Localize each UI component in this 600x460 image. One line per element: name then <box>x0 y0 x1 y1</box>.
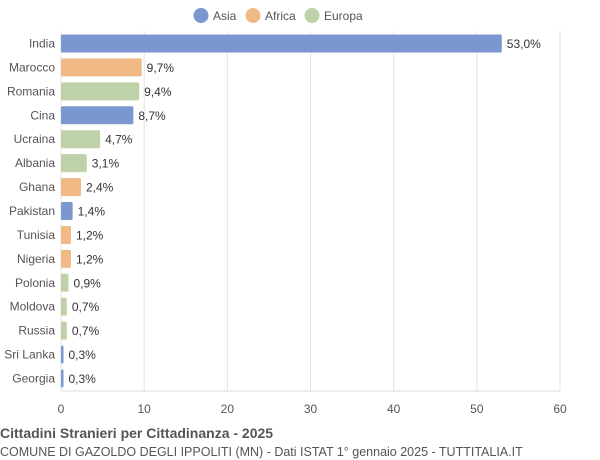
y-tick-label: Polonia <box>15 276 55 290</box>
x-tick-label: 20 <box>221 402 235 416</box>
bar <box>61 321 67 340</box>
y-tick-label: Romania <box>7 84 55 98</box>
data-label: 2,4% <box>86 181 114 195</box>
bar <box>61 297 67 316</box>
legend-marker <box>304 8 320 23</box>
y-tick-label: Ghana <box>19 180 55 194</box>
legend-label: Europa <box>324 9 363 23</box>
bar <box>61 106 134 125</box>
y-tick-label: Albania <box>15 156 55 170</box>
bar <box>61 345 64 364</box>
y-tick-label: Ucraina <box>14 132 56 146</box>
bar <box>61 178 81 197</box>
bar-chart: 0 10 20 30 40 50 60 Asia Africa Europa India 53,0% M… <box>4 8 567 416</box>
y-tick-label: Tunisia <box>17 228 56 242</box>
data-label: 1,2% <box>76 228 104 242</box>
bar <box>61 249 71 268</box>
data-label: 0,7% <box>72 324 100 338</box>
x-tick-label: 60 <box>553 402 567 416</box>
data-label: 53,0% <box>507 37 541 51</box>
bar <box>61 273 69 292</box>
bar <box>61 225 71 244</box>
data-label: 3,1% <box>92 157 120 171</box>
data-label: 9,7% <box>147 61 175 75</box>
data-label: 0,7% <box>72 300 100 314</box>
data-label: 4,7% <box>105 133 133 147</box>
y-tick-label: Pakistan <box>9 204 55 218</box>
data-label: 8,7% <box>138 109 166 123</box>
x-tick-label: 0 <box>58 402 65 416</box>
bar <box>61 369 64 388</box>
bar <box>61 82 140 101</box>
chart-title: Cittadini Stranieri per Cittadinanza - 2… <box>0 425 274 441</box>
y-tick-label: Sri Lanka <box>4 348 55 362</box>
y-tick-label: Cina <box>30 108 55 122</box>
legend-label: Asia <box>213 9 237 23</box>
data-label: 1,2% <box>76 252 104 266</box>
bar <box>61 202 73 221</box>
y-tick-label: Russia <box>18 324 55 338</box>
y-tick-label: India <box>29 37 55 51</box>
data-label: 0,3% <box>68 348 96 362</box>
x-tick-label: 30 <box>304 402 318 416</box>
x-tick-label: 10 <box>137 402 151 416</box>
data-label: 9,4% <box>144 85 172 99</box>
bar <box>61 130 101 149</box>
x-tick-label: 50 <box>470 402 484 416</box>
y-tick-label: Georgia <box>12 372 55 386</box>
x-tick-label: 40 <box>387 402 401 416</box>
bar <box>61 58 142 77</box>
data-label: 0,9% <box>73 276 101 290</box>
legend-marker <box>245 8 261 23</box>
legend-label: Africa <box>265 9 296 23</box>
chart-subtitle: COMUNE DI GAZOLDO DEGLI IPPOLITI (MN) - … <box>0 445 523 459</box>
data-label: 0,3% <box>68 372 96 386</box>
bar <box>61 34 502 53</box>
y-tick-label: Moldova <box>10 300 56 314</box>
data-label: 1,4% <box>78 205 106 219</box>
y-tick-label: Nigeria <box>17 252 55 266</box>
bar <box>61 154 87 173</box>
y-tick-label: Marocco <box>9 60 55 74</box>
legend-marker <box>193 8 209 23</box>
